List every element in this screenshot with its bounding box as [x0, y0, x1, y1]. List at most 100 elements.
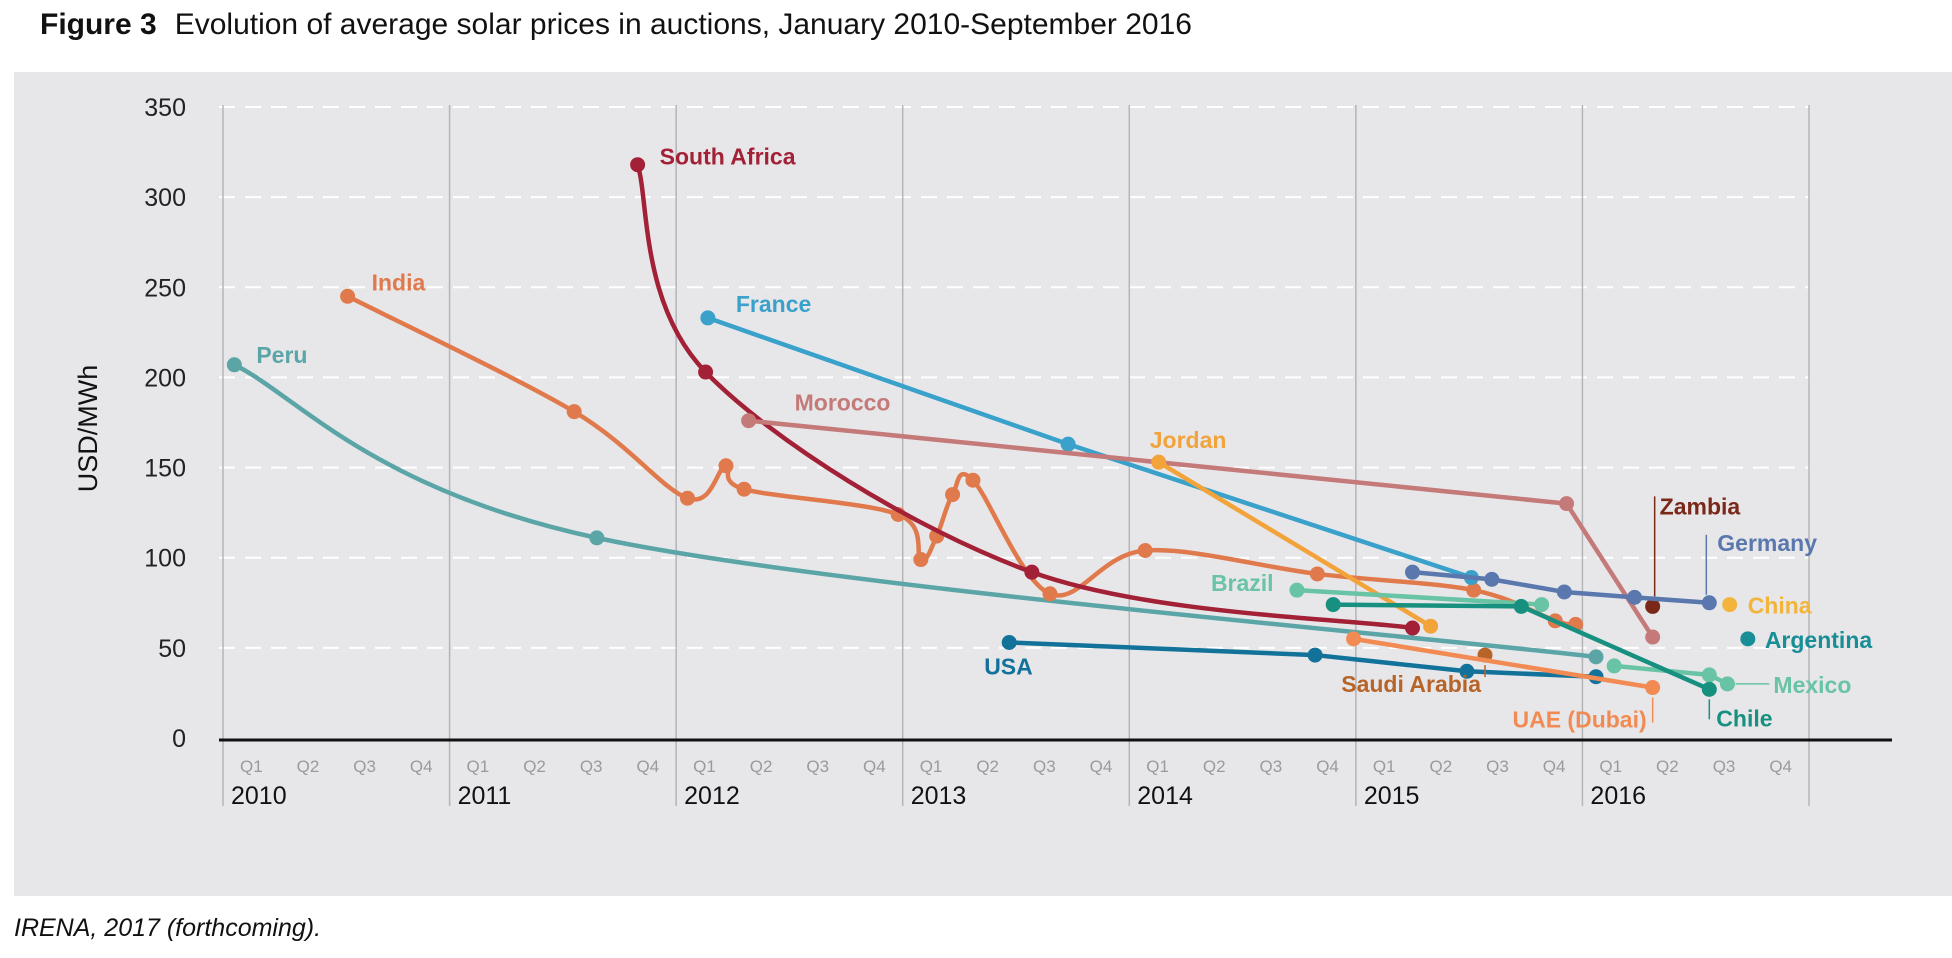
y-tick-label: 250	[144, 274, 186, 302]
quarter-label: Q1	[920, 757, 943, 776]
quarter-label: Q1	[693, 757, 716, 776]
year-label: 2014	[1137, 782, 1193, 810]
year-label: 2010	[231, 782, 287, 810]
data-point	[1701, 667, 1717, 683]
series-argentina: Argentina	[1740, 627, 1872, 653]
series-line	[705, 315, 1474, 580]
series-india: India	[340, 269, 1584, 632]
figure-title-text: Evolution of average solar prices in auc…	[174, 8, 1192, 41]
series-label: Zambia	[1660, 493, 1741, 519]
quarter-label: Q4	[1090, 757, 1113, 776]
data-point	[1484, 571, 1500, 587]
quarter-label: Q4	[636, 757, 659, 776]
quarter-label: Q2	[523, 757, 546, 776]
series-label: Mexico	[1773, 672, 1851, 698]
data-point	[1423, 618, 1439, 634]
quarter-label: Q3	[580, 757, 603, 776]
series-south-africa: South Africa	[630, 144, 1420, 636]
quarter-label: Q2	[1429, 757, 1452, 776]
data-point	[1001, 634, 1017, 650]
data-point	[1151, 454, 1167, 470]
series-peru: Peru	[226, 342, 1604, 665]
quarter-label: Q2	[297, 757, 320, 776]
series-france: France	[700, 291, 1479, 586]
data-point	[1459, 663, 1475, 679]
data-point	[1513, 598, 1529, 614]
data-point	[566, 404, 582, 420]
quarter-label: Q2	[750, 757, 773, 776]
y-tick-label: 300	[144, 184, 186, 212]
data-point	[1645, 680, 1661, 696]
series-label: South Africa	[660, 144, 796, 170]
quarter-label: Q4	[863, 757, 886, 776]
data-point	[630, 157, 646, 173]
quarter-label: Q2	[1203, 757, 1226, 776]
series-label: Jordan	[1150, 427, 1227, 453]
y-tick-label: 200	[144, 364, 186, 392]
data-point	[1405, 564, 1420, 580]
series-line	[1006, 640, 1599, 679]
series-label: Saudi Arabia	[1341, 671, 1481, 697]
data-point	[965, 472, 981, 488]
quarter-label: Q1	[240, 757, 263, 776]
series-label: Peru	[256, 342, 307, 368]
series-line	[232, 362, 1599, 660]
y-tick-label: 350	[144, 94, 186, 122]
data-point	[1405, 620, 1420, 636]
series-germany: Germany	[1405, 530, 1817, 611]
data-point	[1740, 631, 1756, 647]
year-label: 2012	[684, 782, 740, 810]
series-label: India	[372, 269, 426, 295]
series-label: Germany	[1717, 530, 1817, 556]
y-tick-label: 100	[144, 545, 186, 573]
quarter-label: Q1	[1599, 757, 1622, 776]
quarter-label: Q4	[1543, 757, 1566, 776]
series-uae-dubai: UAE (Dubai)	[1346, 631, 1661, 733]
data-point	[340, 288, 356, 304]
figure-source: IRENA, 2017 (forthcoming).	[14, 914, 322, 942]
data-point	[913, 552, 929, 568]
quarter-label: Q2	[976, 757, 999, 776]
data-point	[1719, 676, 1735, 692]
series-morocco: Morocco	[741, 390, 1661, 645]
data-point	[1307, 647, 1323, 663]
quarter-label: Q3	[1260, 757, 1283, 776]
quarter-label: Q1	[1373, 757, 1396, 776]
data-point	[1722, 597, 1738, 613]
figure-number: Figure 3	[40, 8, 157, 41]
data-point	[1289, 582, 1305, 598]
year-label: 2016	[1590, 782, 1646, 810]
series-line	[1156, 459, 1433, 629]
series-label: Brazil	[1211, 570, 1274, 596]
quarter-label: Q3	[1033, 757, 1056, 776]
y-tick-label: 150	[144, 455, 186, 483]
series-label: China	[1748, 593, 1812, 619]
series-label: Chile	[1716, 705, 1772, 731]
series-zambia: Zambia	[1645, 493, 1740, 614]
quarter-label: Q4	[1769, 757, 1792, 776]
series-line	[635, 162, 1415, 631]
data-point	[1627, 589, 1643, 605]
data-point	[718, 458, 734, 474]
data-point	[1588, 649, 1604, 665]
data-point	[1701, 681, 1717, 697]
data-point	[1645, 598, 1661, 614]
quarter-label: Q1	[1146, 757, 1169, 776]
quarter-label: Q3	[1486, 757, 1509, 776]
year-label: 2011	[458, 782, 512, 810]
data-point	[700, 310, 716, 326]
data-point	[741, 413, 757, 429]
series-brazil: Brazil	[1211, 570, 1550, 613]
data-point	[1534, 597, 1550, 613]
series-jordan: Jordan	[1150, 427, 1439, 634]
series-chile: Chile	[1325, 597, 1773, 731]
data-point	[1701, 595, 1717, 611]
data-point	[1466, 582, 1482, 598]
y-tick-label: 50	[158, 635, 186, 663]
data-point	[1556, 584, 1572, 600]
data-point	[1060, 436, 1076, 452]
quarter-label: Q2	[1656, 757, 1679, 776]
data-point	[226, 357, 242, 373]
quarter-label: Q4	[410, 757, 433, 776]
